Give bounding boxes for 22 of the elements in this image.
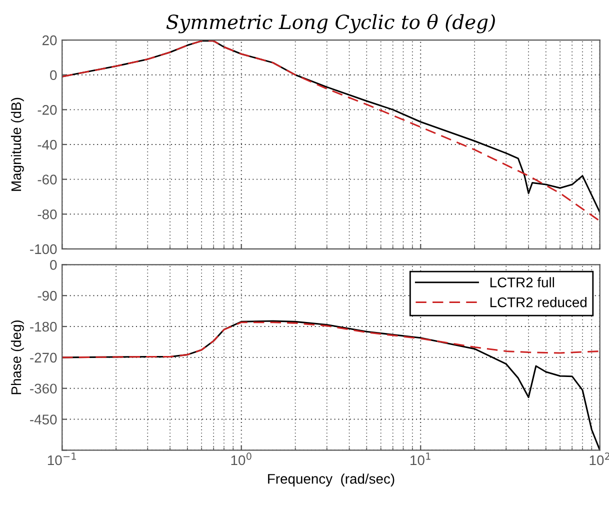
y-tick-label: -40 — [38, 140, 57, 150]
y-axis-title: Phase (deg) — [10, 320, 24, 394]
y-tick-label: -20 — [38, 105, 57, 115]
y-tick-label: -180 — [30, 322, 57, 332]
y-tick-label: -450 — [30, 414, 57, 424]
y-tick-label: -100 — [30, 244, 57, 254]
y-axis-title: Magnitude (dB) — [10, 98, 24, 191]
x-tick-label: 10$^{1}$ — [410, 452, 430, 466]
y-tick-label: -80 — [38, 209, 57, 220]
y-tick-label: -60 — [38, 174, 57, 184]
y-tick-label: -90 — [38, 290, 57, 301]
y-tick-label: -270 — [30, 352, 57, 363]
legend-label: LCTR2 reduced — [490, 297, 586, 308]
y-tick-label: 20 — [42, 35, 57, 46]
y-tick-label: 0 — [50, 260, 57, 270]
x-tick-label: 10$^{0}$ — [231, 452, 252, 466]
legend-label: LCTR2 full — [490, 277, 554, 288]
y-tick-label: 0 — [50, 70, 57, 80]
chart-title: Symmetric Long Cyclic to θ (deg) — [166, 14, 495, 34]
x-axis-title: Frequency (rad/sec) — [268, 474, 394, 487]
x-tick-label: 10$^{−1}$ — [48, 452, 76, 466]
y-tick-label: -360 — [30, 384, 57, 394]
